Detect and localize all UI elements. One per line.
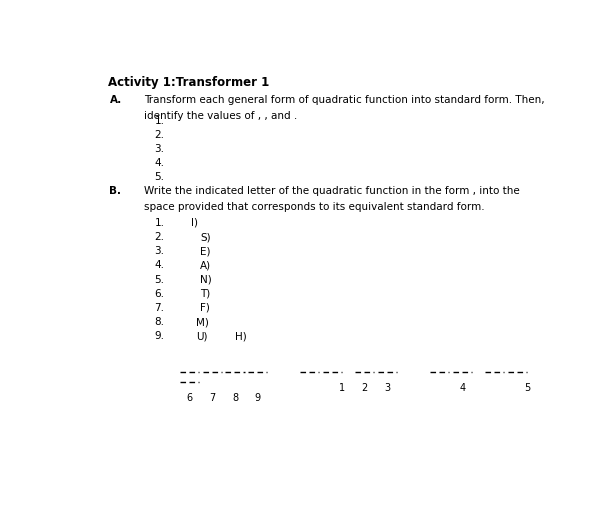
- Text: M): M): [197, 317, 209, 327]
- Text: F): F): [200, 303, 210, 313]
- Text: space provided that corresponds to its equivalent standard form.: space provided that corresponds to its e…: [144, 202, 484, 212]
- Text: A): A): [200, 261, 211, 270]
- Text: 3: 3: [385, 383, 391, 393]
- Text: Transform each general form of quadratic function into standard form. Then,: Transform each general form of quadratic…: [144, 95, 545, 105]
- Text: 7: 7: [209, 393, 215, 403]
- Text: 2: 2: [362, 383, 368, 393]
- Text: 1.: 1.: [155, 115, 164, 126]
- Text: 9: 9: [255, 393, 261, 403]
- Text: 3.: 3.: [155, 144, 164, 154]
- Text: 8: 8: [232, 393, 238, 403]
- Text: S): S): [200, 232, 211, 242]
- Text: 2.: 2.: [155, 232, 164, 242]
- Text: I): I): [190, 218, 198, 228]
- Text: 5: 5: [524, 383, 530, 393]
- Text: B.: B.: [110, 187, 121, 196]
- Text: 4.: 4.: [155, 158, 164, 168]
- Text: 1: 1: [339, 383, 345, 393]
- Text: 5.: 5.: [155, 274, 164, 285]
- Text: E): E): [200, 246, 211, 256]
- Text: U): U): [197, 331, 208, 341]
- Text: 8.: 8.: [155, 317, 164, 327]
- Text: 7.: 7.: [155, 303, 164, 313]
- Text: H): H): [235, 331, 246, 341]
- Text: identify the values of , , and .: identify the values of , , and .: [144, 110, 297, 121]
- Text: Activity 1:Transformer 1: Activity 1:Transformer 1: [108, 76, 269, 89]
- Text: Write the indicated letter of the quadratic function in the form , into the: Write the indicated letter of the quadra…: [144, 187, 519, 196]
- Text: N): N): [200, 274, 212, 285]
- Text: 5.: 5.: [155, 172, 164, 182]
- Text: 4: 4: [459, 383, 465, 393]
- Text: A.: A.: [110, 95, 122, 105]
- Text: 3.: 3.: [155, 246, 164, 256]
- Text: T): T): [200, 289, 211, 299]
- Text: 4.: 4.: [155, 261, 164, 270]
- Text: 6.: 6.: [155, 289, 164, 299]
- Text: 1.: 1.: [155, 218, 164, 228]
- Text: 9.: 9.: [155, 331, 164, 341]
- Text: 6: 6: [186, 393, 192, 403]
- Text: 2.: 2.: [155, 130, 164, 140]
